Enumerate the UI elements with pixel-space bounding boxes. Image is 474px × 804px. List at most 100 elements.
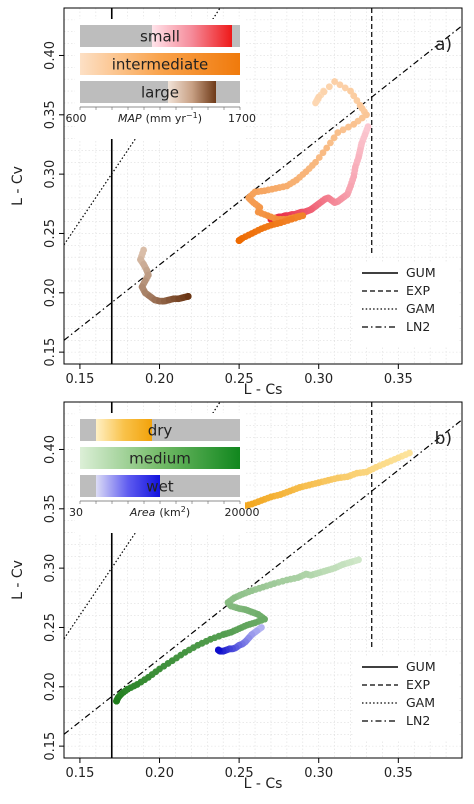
y-tick-label: 0.35: [43, 100, 58, 129]
point-intermediate: [339, 126, 347, 134]
y-tick-label: 0.25: [43, 613, 58, 642]
inset-axis-close: ): [198, 112, 202, 125]
inset-bar-label: dry: [148, 422, 173, 440]
x-tick-label: 0.30: [304, 372, 333, 387]
point-intermediate: [323, 144, 331, 152]
inset-bar-intermediate: [80, 53, 240, 75]
y-axis-label: L - Cv: [10, 166, 26, 206]
legend-entry: GAM: [406, 301, 435, 316]
y-tick-label: 0.35: [43, 494, 58, 523]
series-dry: [238, 449, 413, 510]
y-tick-label: 0.15: [43, 338, 58, 367]
point-intermediate: [325, 83, 333, 91]
legend-entry: LN2: [406, 319, 430, 334]
inset-axis-max: 20000: [225, 506, 260, 519]
point-intermediate: [331, 78, 339, 85]
legend-entry: GUM: [406, 265, 436, 280]
inset-axis-close: ): [186, 506, 190, 519]
point-intermediate: [350, 120, 358, 128]
legend-entry: LN2: [406, 713, 430, 728]
point-medium: [113, 697, 120, 705]
x-tick-label: 0.30: [304, 766, 333, 781]
y-axis-label: L - Cv: [10, 560, 26, 600]
series-large: [137, 246, 192, 305]
inset-legend: dry medium wet 30 20000 Area (km2): [69, 413, 260, 533]
inset-axis-unit: (mm yr: [146, 112, 187, 125]
point-wet: [215, 646, 222, 654]
inset-bar-small: [152, 25, 232, 47]
inset-legend: small intermediate large 600 1700 MAP (mm yr−1…: [66, 19, 256, 139]
panel-b: 0.15 0.20 0.25 0.30 0.35 0.15 0.20 0.25 0.30 0.35…: [10, 401, 463, 792]
y-tick-label: 0.20: [43, 672, 58, 701]
inset-bar-dry: [96, 419, 152, 441]
plot-frame: [63, 7, 463, 365]
legend-entry: EXP: [406, 677, 430, 692]
y-tick-label: 0.40: [43, 41, 58, 70]
series-medium: [113, 556, 362, 705]
inset-axis-min: 600: [66, 112, 87, 125]
inset-bar-label: medium: [129, 450, 191, 468]
point-intermediate: [319, 149, 327, 157]
point-large: [184, 292, 192, 300]
legend-background: [354, 263, 458, 347]
point-intermediate: [315, 93, 323, 101]
y-tick-label: 0.30: [43, 554, 58, 583]
point-intermediate: [334, 129, 342, 137]
legend-background: [354, 657, 458, 741]
inset-axis-name: Area: [129, 506, 156, 519]
x-tick-label: 0.35: [384, 372, 413, 387]
series-wet: [215, 624, 265, 655]
legend-entry: GUM: [406, 659, 436, 674]
y-tick-label: 0.40: [43, 435, 58, 464]
x-tick-label: 0.15: [65, 766, 94, 781]
series-intermediate: [235, 78, 370, 244]
inset-axis-exponent: −1: [186, 111, 198, 120]
inset-axis-unit: (km: [159, 506, 180, 519]
x-axis-label: L - Cs: [244, 382, 283, 398]
x-tick-label: 0.15: [65, 372, 94, 387]
y-tick-label: 0.25: [43, 219, 58, 248]
y-tick-label: 0.30: [43, 160, 58, 189]
inset-bar-label: small: [140, 28, 180, 46]
legend: GUM EXP GAM LN2: [354, 263, 458, 347]
inset-axis-min: 30: [69, 506, 83, 519]
x-axis-label: L - Cs: [244, 776, 283, 792]
ref-line-ln2: [64, 25, 462, 341]
inset-axis-label: MAP (mm yr−1): [118, 111, 202, 125]
panel-a: 0.15 0.20 0.25 0.30 0.35 0.15 0.20 0.25 0.30 0.35…: [10, 7, 463, 398]
x-tick-label: 0.25: [225, 766, 254, 781]
inset-bar-wet: [96, 475, 160, 497]
point-intermediate: [336, 81, 344, 89]
plot-frame: [63, 401, 463, 759]
inset-bar-large: [168, 81, 216, 103]
inset-axis-label: Area (km2): [129, 505, 190, 519]
point-intermediate: [326, 139, 334, 147]
legend-entry: EXP: [406, 283, 430, 298]
x-tick-label: 0.20: [145, 766, 174, 781]
point-intermediate: [345, 123, 352, 131]
inset-bar-label: large: [141, 84, 179, 102]
legend: GUM EXP GAM LN2: [354, 657, 458, 741]
ref-line-ln2: [64, 419, 462, 735]
data-points: [113, 449, 413, 705]
point-intermediate: [320, 88, 328, 96]
point-intermediate: [330, 134, 338, 142]
panel-label: b): [435, 429, 452, 449]
inset-axis-exponent: 2: [181, 505, 186, 514]
y-tick-label: 0.20: [43, 278, 58, 307]
y-tick-label: 0.15: [43, 732, 58, 761]
x-tick-label: 0.25: [225, 372, 254, 387]
inset-axis-max: 1700: [228, 112, 256, 125]
data-points: [137, 78, 372, 305]
point-intermediate: [315, 154, 323, 161]
inset-bar-medium: [80, 447, 240, 469]
inset-bar-label: intermediate: [112, 56, 209, 74]
inset-bar-label: wet: [146, 478, 173, 496]
point-intermediate: [235, 237, 243, 244]
x-tick-label: 0.20: [145, 372, 174, 387]
panel-label: a): [435, 35, 452, 55]
point-intermediate: [341, 84, 349, 92]
x-tick-label: 0.35: [384, 766, 413, 781]
legend-entry: GAM: [406, 695, 435, 710]
